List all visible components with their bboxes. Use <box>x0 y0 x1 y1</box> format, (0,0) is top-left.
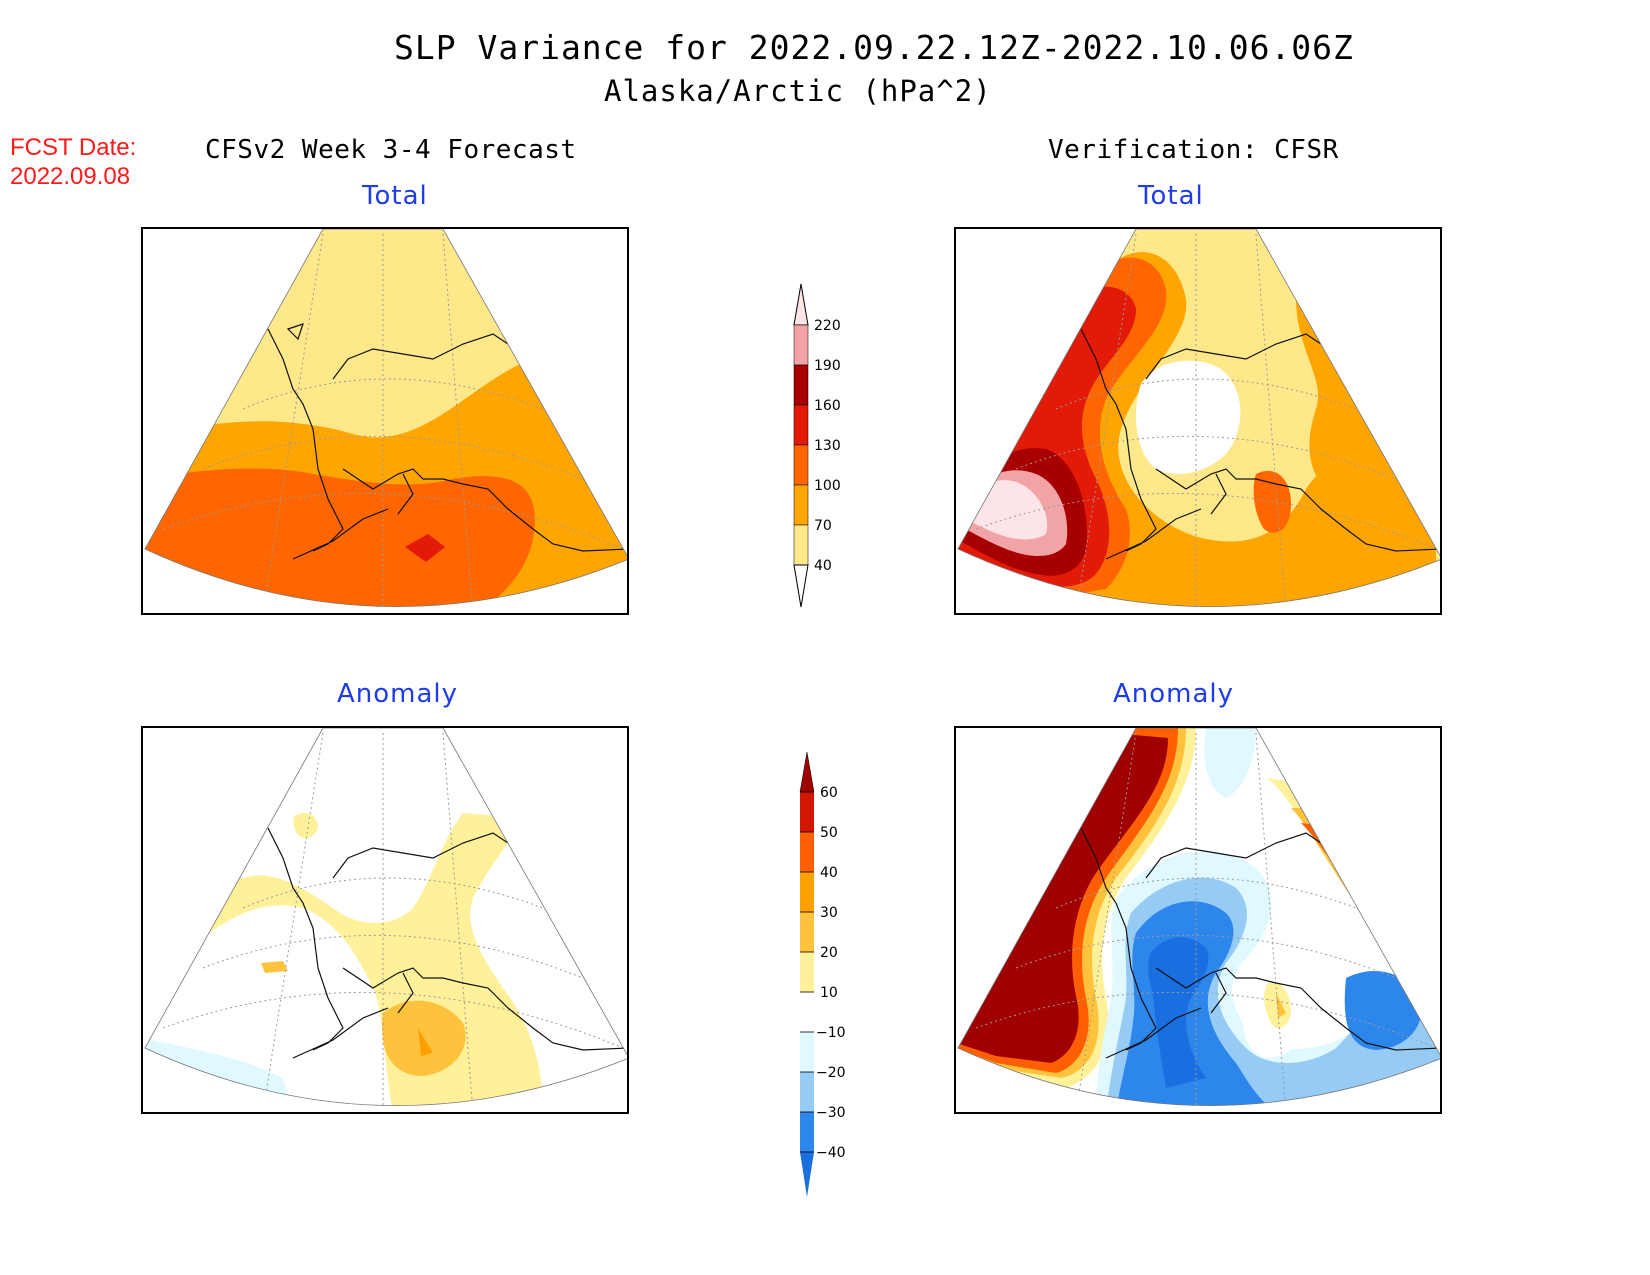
anomaly-swatch-40-50 <box>800 832 814 872</box>
anomaly-swatch-20-30 <box>800 912 814 952</box>
total-tick-160: 160 <box>814 398 841 414</box>
panel-title-forecast-anomaly: Anomaly <box>337 679 459 709</box>
anomaly-tick-neg20: −20 <box>816 1065 846 1081</box>
page-subtitle: Alaska/Arctic (hPa^2) <box>604 74 992 108</box>
anomaly-swatch-neg20-neg10 <box>800 1032 814 1072</box>
forecast-column-header: CFSv2 Week 3-4 Forecast <box>205 135 577 165</box>
total-colorbar: 220 190 160 130 100 70 40 <box>792 282 862 612</box>
anomaly-swatch-neg40-neg30 <box>800 1112 814 1152</box>
anomaly-tick-neg30: −30 <box>816 1105 846 1121</box>
anomaly-colorbar-bottom-arrow <box>800 1152 814 1197</box>
panel-title-verification-anomaly: Anomaly <box>1113 679 1235 709</box>
total-swatch-100-130 <box>793 444 809 486</box>
panel-title-verification-total: Total <box>1138 181 1204 211</box>
total-swatch-130-160 <box>793 404 809 446</box>
total-tick-40: 40 <box>814 558 832 574</box>
anomaly-swatch-neg30-neg20 <box>800 1072 814 1112</box>
forecast-total-map <box>141 227 629 615</box>
total-swatch-40-70 <box>793 524 809 566</box>
anomaly-colorbar-top-arrow <box>799 751 815 793</box>
anomaly-tick-10: 10 <box>820 985 838 1001</box>
total-swatch-190-220 <box>793 324 809 366</box>
total-swatch-70-100 <box>793 484 809 526</box>
total-tick-190: 190 <box>814 358 841 374</box>
verification-total-map <box>954 227 1442 615</box>
page-title: SLP Variance for 2022.09.22.12Z-2022.10.… <box>394 28 1354 67</box>
fcst-date-value: 2022.09.08 <box>10 163 131 190</box>
anomaly-tick-40: 40 <box>820 865 838 881</box>
anomaly-tick-neg40: −40 <box>816 1145 846 1161</box>
total-colorbar-bottom-arrow <box>793 564 809 608</box>
total-tick-100: 100 <box>814 478 841 494</box>
verification-anomaly-map <box>954 726 1442 1114</box>
anomaly-swatch-neg10-10 <box>800 992 814 1032</box>
total-colorbar-top-arrow <box>793 283 809 326</box>
total-tick-220: 220 <box>814 318 841 334</box>
fcst-date-label: FCST Date: <box>10 134 137 161</box>
anomaly-tick-30: 30 <box>820 905 838 921</box>
total-tick-130: 130 <box>814 438 841 454</box>
anomaly-swatch-50-60 <box>800 792 814 832</box>
anomaly-tick-neg10: −10 <box>816 1025 846 1041</box>
anomaly-tick-50: 50 <box>820 825 838 841</box>
panel-title-forecast-total: Total <box>362 181 428 211</box>
total-tick-70: 70 <box>814 518 832 534</box>
verification-column-header: Verification: CFSR <box>1048 135 1339 165</box>
forecast-anomaly-map <box>141 726 629 1114</box>
anomaly-swatch-30-40 <box>800 872 814 912</box>
anomaly-colorbar: 60 50 40 30 20 10 −10 −20 −30 −40 <box>798 751 868 1202</box>
anomaly-swatch-10-20 <box>800 952 814 992</box>
total-swatch-160-190 <box>793 364 809 406</box>
anomaly-tick-60: 60 <box>820 785 838 801</box>
anomaly-tick-20: 20 <box>820 945 838 961</box>
